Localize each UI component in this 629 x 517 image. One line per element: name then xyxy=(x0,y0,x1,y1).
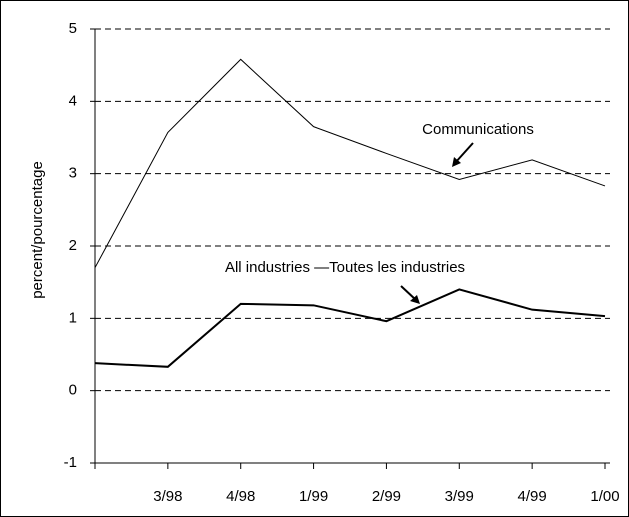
arrow xyxy=(400,285,417,301)
y-tick-label: 1 xyxy=(69,309,77,326)
x-tick-label: 4/99 xyxy=(518,488,547,505)
x-tick-label: 3/99 xyxy=(445,488,474,505)
series-line xyxy=(94,288,606,368)
y-tick-label: 4 xyxy=(69,92,77,109)
x-tick-label: 1/00 xyxy=(590,488,619,505)
x-tick-label: 3/98 xyxy=(153,488,182,505)
y-tick-label: 0 xyxy=(69,382,77,399)
x-tick-label: 4/98 xyxy=(226,488,255,505)
arrow xyxy=(454,142,474,164)
arrowhead xyxy=(410,295,420,304)
x-tick-label: 1/99 xyxy=(299,488,328,505)
arrowhead xyxy=(452,157,461,167)
y-tick-label: 3 xyxy=(69,165,77,182)
series-line xyxy=(94,58,606,268)
legend-label: All industries —Toutes les industries xyxy=(225,259,465,276)
x-tick-label: 2/99 xyxy=(372,488,401,505)
y-tick-label: -1 xyxy=(64,454,77,471)
y-tick-label: 2 xyxy=(69,237,77,254)
y-axis-label: percent/pourcentage xyxy=(29,161,46,299)
y-tick-label: 5 xyxy=(69,20,77,37)
legend-label: Communications xyxy=(422,121,534,138)
